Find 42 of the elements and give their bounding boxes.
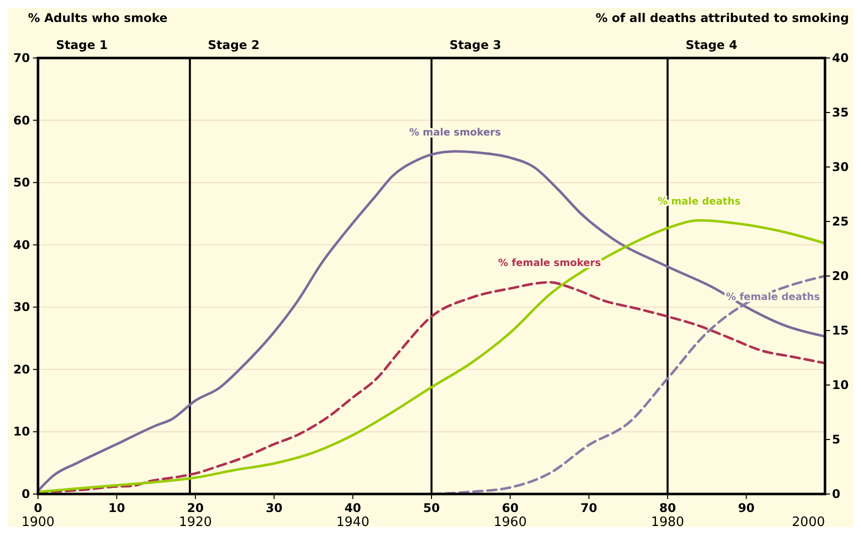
x-tick-label: 90	[738, 501, 755, 515]
y2-axis-title: % of all deaths attributed to smoking	[596, 11, 849, 25]
y2-tick-label: 0	[832, 487, 840, 501]
y2-tick-label: 30	[832, 160, 849, 174]
y-tick-label: 0	[22, 487, 30, 501]
y-tick-label: 60	[13, 113, 30, 128]
y2-tick-label: 25	[832, 214, 849, 228]
x-tick-label: 20	[187, 501, 204, 515]
x-tick-label: 10	[108, 501, 126, 515]
y2-tick-label: 20	[832, 269, 849, 283]
y2-tick-label: 35	[832, 106, 849, 120]
x-tick-label: 60	[502, 501, 519, 515]
text: Stage 4	[686, 38, 738, 52]
line-series	[430, 274, 826, 496]
x-tick-label: 50	[423, 501, 440, 515]
y-axis-title: % Adults who smoke	[28, 11, 168, 25]
y-tick-label: 70	[13, 51, 30, 65]
y-tick-label: 10	[13, 424, 30, 439]
y2-tick-label: 15	[832, 324, 849, 338]
x2-tick-label: 1980	[651, 515, 684, 530]
x2-tick-label: 2000	[792, 515, 825, 530]
y-tick-label: 50	[13, 176, 30, 190]
y-tick-label: 20	[13, 362, 30, 376]
y2-tick-label: 10	[832, 378, 849, 392]
x2-tick-label: 1940	[336, 515, 370, 530]
x-tick-label: 0	[34, 501, 42, 515]
x-tick-label: 80	[659, 501, 676, 515]
text: Stage 1	[56, 38, 108, 52]
x2-tick-label: 1900	[21, 515, 55, 530]
x-tick-label: 30	[266, 501, 282, 515]
line-series	[36, 219, 826, 494]
x2-tick-label: 1960	[494, 515, 527, 530]
y-tick-label: 30	[13, 300, 30, 314]
text: Stage 2	[208, 38, 260, 52]
x-tick-label: 40	[344, 501, 362, 515]
x2-tick-label: 1920	[178, 515, 212, 530]
y2-tick-label: 5	[832, 432, 840, 446]
y-tick-label: 40	[13, 238, 30, 252]
x-tick-label: 70	[580, 501, 598, 515]
text: Stage 3	[450, 38, 502, 52]
y2-tick-label: 40	[832, 51, 849, 65]
line-series	[36, 150, 826, 492]
